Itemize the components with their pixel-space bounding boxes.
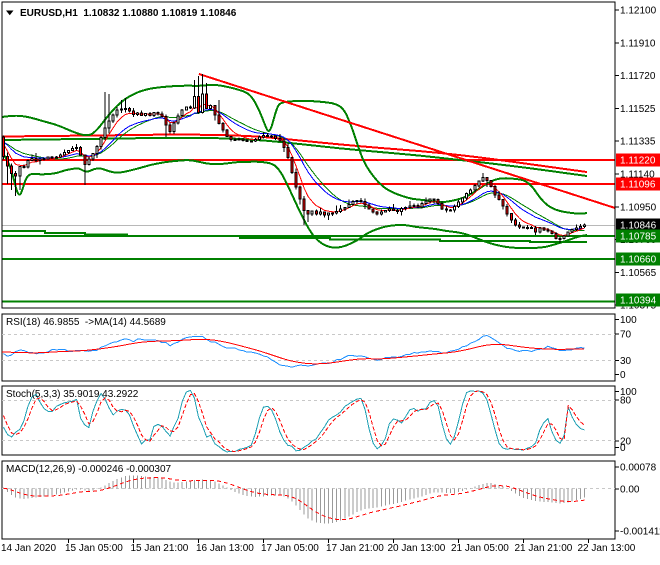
svg-text:1.10950: 1.10950 [620, 202, 657, 213]
svg-text:100: 100 [620, 387, 637, 398]
svg-text:1.11220: 1.11220 [620, 156, 656, 167]
svg-text:1.11096: 1.11096 [620, 180, 656, 191]
svg-text:1.10785: 1.10785 [620, 232, 657, 243]
svg-text:Stoch(5,3,3) 35.9019 43.2922: Stoch(5,3,3) 35.9019 43.2922 [6, 389, 139, 400]
svg-text:30: 30 [620, 356, 632, 367]
svg-text:0: 0 [620, 370, 626, 381]
svg-text:RSI(18) 46.9855 ->MA(14) 44.5: RSI(18) 46.9855 ->MA(14) 44.5689 [6, 317, 166, 328]
svg-text:EURUSD,H1 1.10832 1.10880 1.1: EURUSD,H1 1.10832 1.10880 1.10819 1.1084… [20, 8, 237, 19]
svg-text:1.10660: 1.10660 [620, 255, 657, 266]
svg-text:0: 0 [620, 443, 626, 454]
svg-text:21 Jan 05:00: 21 Jan 05:00 [451, 543, 509, 554]
svg-text:1.11335: 1.11335 [620, 137, 656, 148]
svg-text:80: 80 [620, 396, 632, 407]
svg-text:14 Jan 2020: 14 Jan 2020 [1, 543, 56, 554]
svg-text:21 Jan 21:00: 21 Jan 21:00 [515, 543, 573, 554]
svg-text:17 Jan 21:00: 17 Jan 21:00 [326, 543, 384, 554]
svg-text:22 Jan 13:00: 22 Jan 13:00 [578, 543, 636, 554]
svg-text:1.10394: 1.10394 [620, 296, 657, 307]
svg-text:1.10846: 1.10846 [620, 221, 657, 232]
svg-text:0.00078: 0.00078 [620, 463, 657, 474]
svg-text:20 Jan 13:00: 20 Jan 13:00 [388, 543, 446, 554]
svg-text:MACD(12,26,9) -0.000246 -0.000: MACD(12,26,9) -0.000246 -0.000307 [6, 464, 172, 475]
svg-text:-0.001411: -0.001411 [620, 527, 660, 538]
svg-text:16 Jan 13:00: 16 Jan 13:00 [196, 543, 254, 554]
svg-text:20: 20 [620, 437, 632, 448]
svg-text:0.00: 0.00 [620, 485, 640, 496]
svg-text:1.11910: 1.11910 [620, 38, 656, 49]
svg-text:1.11140: 1.11140 [620, 170, 655, 181]
svg-text:1.12100: 1.12100 [620, 6, 657, 17]
svg-text:17 Jan 05:00: 17 Jan 05:00 [261, 543, 319, 554]
svg-text:100: 100 [620, 315, 637, 326]
svg-text:1.11525: 1.11525 [620, 104, 656, 115]
svg-text:15 Jan 05:00: 15 Jan 05:00 [65, 543, 123, 554]
svg-text:15 Jan 21:00: 15 Jan 21:00 [131, 543, 189, 554]
svg-text:70: 70 [620, 330, 632, 341]
svg-text:1.10565: 1.10565 [620, 268, 657, 279]
svg-text:1.11720: 1.11720 [620, 71, 656, 82]
